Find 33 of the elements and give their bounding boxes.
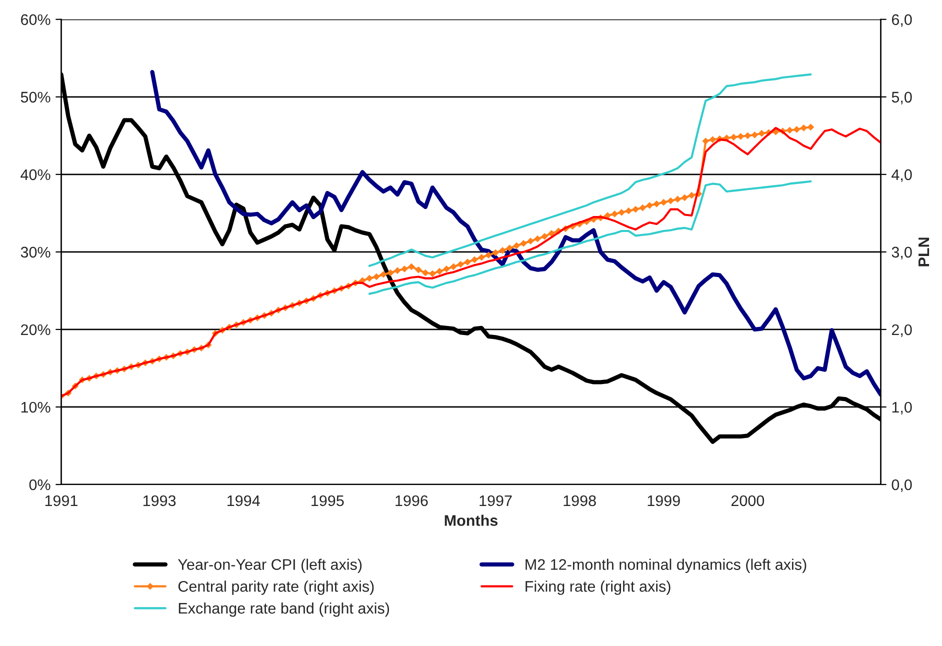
line-series — [368, 73, 812, 267]
y2-tick-label: 4,0 — [892, 169, 912, 182]
y-tick-label: 0% — [29, 479, 50, 490]
x-tick-label: 1999 — [648, 495, 680, 506]
y-tick-label: 10% — [21, 402, 50, 413]
y2-tick-label: 1,0 — [892, 402, 912, 414]
y2-tick-label: 5,0 — [892, 92, 912, 104]
x-tick-label: 1991 — [45, 495, 78, 506]
x-tick-label: 1995 — [312, 495, 344, 506]
legend-label: Year-on-Year CPI (left axis) — [178, 558, 362, 573]
x-tick-label: 1997 — [480, 495, 512, 506]
line-series — [150, 70, 881, 397]
legend-label: Exchange rate band (right axis) — [178, 602, 390, 617]
y-tick-label: 50% — [20, 92, 50, 103]
y2-axis-title: PLN — [918, 238, 930, 266]
y2-tick-label: 6,0 — [892, 14, 912, 27]
y2-tick-label: 2,0 — [892, 324, 912, 337]
y-tick-label: 60% — [21, 14, 50, 26]
y-tick-label: 30% — [20, 246, 50, 258]
line-series — [368, 180, 812, 295]
x-tick-label: 1996 — [396, 495, 428, 506]
x-tick-label: 1994 — [228, 495, 260, 506]
x-axis-title: Months — [444, 514, 498, 526]
y2-tick-label: 3,0 — [892, 246, 912, 260]
x-tick-label: 1998 — [564, 495, 596, 506]
x-tick-label: 1993 — [143, 495, 176, 506]
legend-label: Central parity rate (right axis) — [178, 580, 374, 595]
legend-label: Fixing rate (right axis) — [526, 580, 670, 595]
y-tick-label: 20% — [21, 324, 50, 336]
y2-tick-label: 0,0 — [892, 479, 912, 492]
x-tick-label: 2000 — [731, 495, 764, 506]
y-tick-label: 40% — [20, 169, 50, 180]
legend-label: M2 12-month nominal dynamics (left axis) — [526, 558, 806, 573]
